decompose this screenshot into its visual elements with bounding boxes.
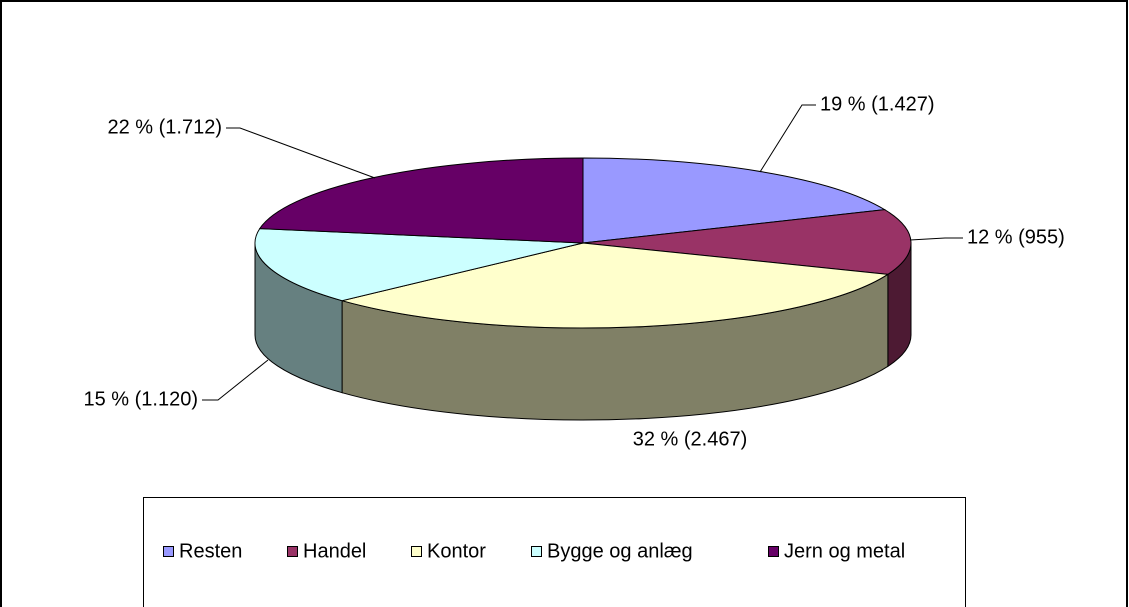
legend-box — [143, 497, 966, 607]
legend-swatch — [163, 546, 174, 557]
legend-swatch — [411, 546, 422, 557]
legend-label: Handel — [303, 540, 366, 562]
data-label: 15 % (1.120) — [83, 388, 198, 410]
pie-slice — [582, 157, 887, 244]
legend-label: Resten — [179, 540, 242, 562]
legend-swatch — [287, 546, 298, 557]
legend-label: Bygge og anlæg — [547, 540, 693, 562]
data-label: 22 % (1.712) — [107, 116, 222, 138]
legend-swatch — [531, 546, 542, 557]
data-label: 19 % (1.427) — [820, 93, 935, 115]
pie-slice — [258, 157, 584, 244]
pie-slice — [582, 209, 912, 275]
data-label: 12 % (955) — [967, 226, 1065, 248]
legend-label: Jern og metal — [784, 540, 905, 562]
leader-line — [759, 104, 816, 173]
legend-label: Kontor — [427, 540, 486, 562]
data-label: 32 % (2.467) — [633, 428, 748, 450]
pie-slice — [254, 228, 584, 302]
leader-line — [226, 127, 376, 179]
pie-slice — [340, 242, 890, 329]
leader-line — [202, 359, 269, 401]
leader-line — [909, 237, 963, 241]
legend-swatch — [768, 546, 779, 557]
